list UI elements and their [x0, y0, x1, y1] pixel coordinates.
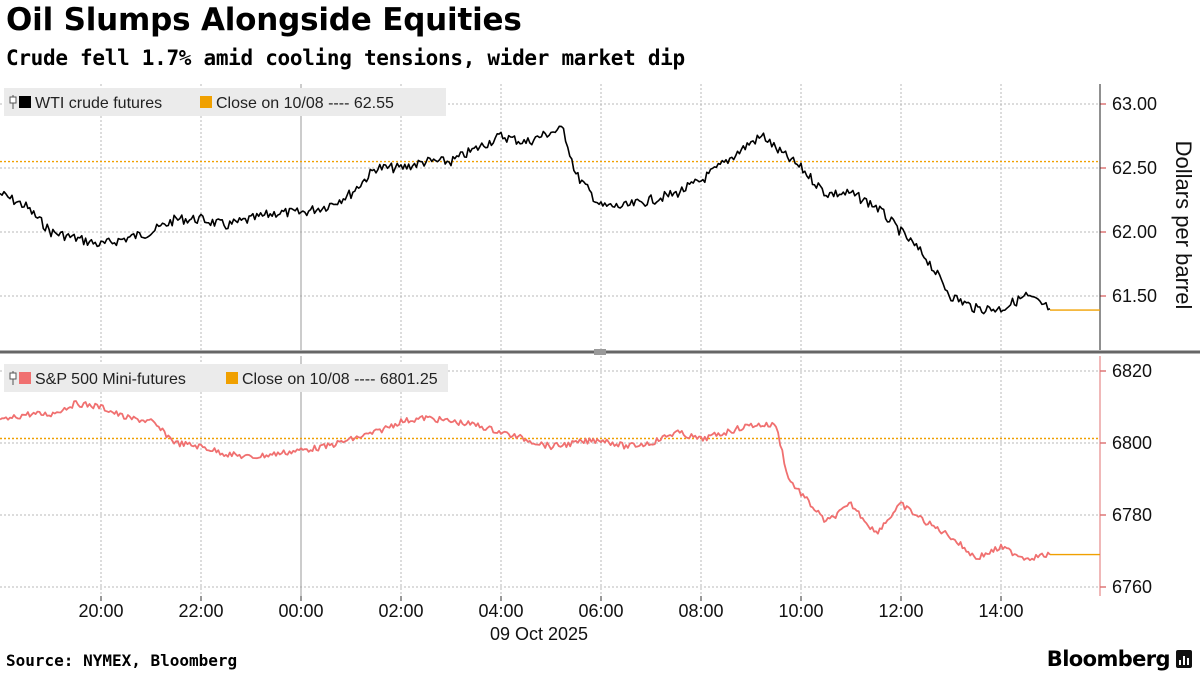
chart-title: Oil Slumps Alongside Equities: [6, 2, 522, 38]
legend-series-label: WTI crude futures: [35, 95, 162, 112]
y-tick-label: 62.50: [1112, 158, 1157, 178]
series-glyph-box: [9, 96, 17, 104]
x-tick-label: 08:00: [678, 601, 723, 621]
wti-panel: 63.00 62.50 62.00 61.50 Dollars per barrel: [0, 84, 1196, 350]
y-tick-label: 63.00: [1112, 94, 1157, 114]
x-tick-label: 22:00: [178, 601, 223, 621]
x-tick-label: 02:00: [378, 601, 423, 621]
close-swatch: [200, 96, 212, 108]
x-axis: 20:00 22:00 00:00 02:00 04:00 06:00 08:00 10:00…: [0, 349, 1200, 644]
legends: WTI crude futures Close on 10/08 ---- 62.…: [4, 88, 448, 392]
x-date-label: 09 Oct 2025: [490, 624, 588, 644]
legend-close-label: Close on 10/08 ---- 62.55: [216, 95, 394, 112]
y-tick-label: 6820: [1112, 361, 1152, 381]
x-tick-label: 10:00: [778, 601, 823, 621]
close-swatch: [226, 372, 238, 384]
y-tick-label: 6800: [1112, 433, 1152, 453]
y-tick-label: 6760: [1112, 577, 1152, 597]
panel-resize-handle: [594, 349, 606, 355]
y-axis-label: Dollars per barrel: [1171, 141, 1196, 310]
brand-logo: Bloomberg: [1046, 647, 1171, 671]
spx-price-line: [0, 400, 1051, 562]
x-tick-label: 20:00: [78, 601, 123, 621]
legend-series-label: S&P 500 Mini-futures: [35, 371, 186, 388]
y-tick-label: 61.50: [1112, 286, 1157, 306]
x-tick-label: 06:00: [578, 601, 623, 621]
x-tick-label: 04:00: [478, 601, 523, 621]
y-tick-label: 62.00: [1112, 222, 1157, 242]
source-note: Source: NYMEX, Bloomberg: [6, 651, 238, 670]
bloomberg-terminal-icon: [1176, 650, 1192, 668]
series-swatch: [19, 372, 31, 384]
spx-panel: 6820 6800 6780 6760: [0, 356, 1152, 597]
legend-box: [4, 88, 446, 116]
grid-layer: [0, 84, 1100, 596]
wti-price-line: [0, 125, 1051, 315]
x-tick-label: 14:00: [978, 601, 1023, 621]
series-glyph-box: [9, 372, 17, 380]
legend-close-label: Close on 10/08 ---- 6801.25: [242, 371, 438, 388]
x-tick-label: 12:00: [878, 601, 923, 621]
x-tick-label: 00:00: [278, 601, 323, 621]
chart-subtitle: Crude fell 1.7% amid cooling tensions, w…: [6, 46, 685, 70]
series-swatch: [19, 96, 31, 108]
y-tick-label: 6780: [1112, 505, 1152, 525]
